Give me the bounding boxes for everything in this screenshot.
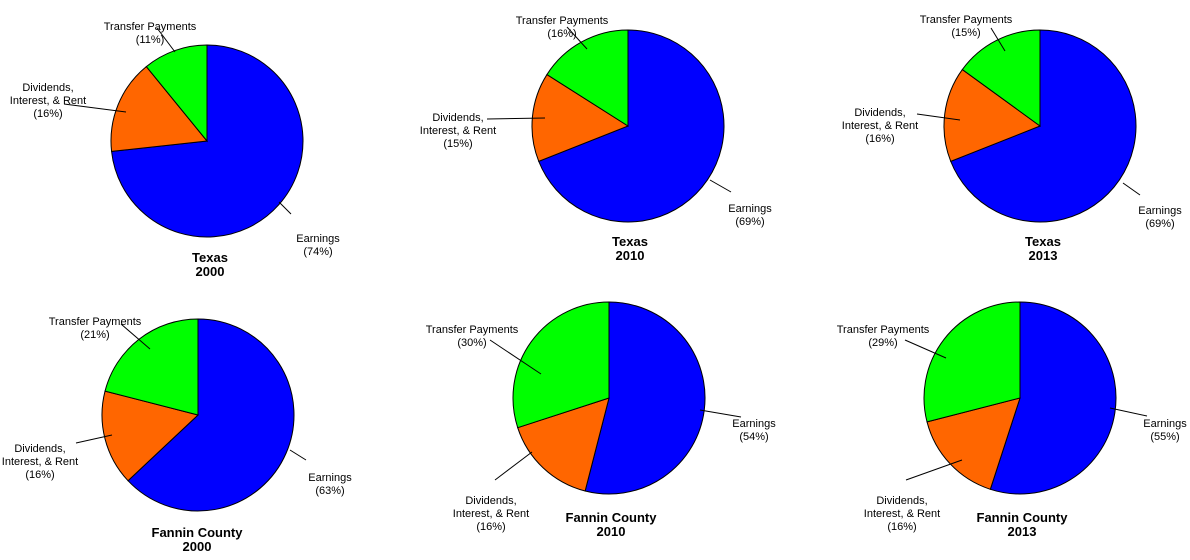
pie-slice-dividends — [531, 73, 630, 162]
chart-subtitle: 2010 — [597, 524, 626, 539]
leader-line — [699, 409, 742, 418]
leader-line — [120, 323, 151, 350]
slice-label: Earnings (69%) — [1138, 205, 1182, 230]
pie-slice-transfer-payments — [512, 301, 610, 429]
pie-slice-dividends — [943, 68, 1042, 162]
slice-label: Transfer Payments (15%) — [920, 14, 1013, 39]
slice-label: Earnings (69%) — [728, 203, 772, 228]
slice-label: Earnings (74%) — [296, 233, 340, 258]
leader-line — [905, 459, 963, 481]
chart-subtitle: 2010 — [616, 248, 645, 263]
slice-label: Dividends, Interest, & Rent (16%) — [10, 82, 86, 120]
leader-line — [709, 179, 732, 193]
leader-line — [1122, 182, 1141, 196]
slice-label: Earnings (55%) — [1143, 418, 1187, 443]
pie-slice-dividends — [110, 65, 208, 152]
pie-slice-dividends — [926, 397, 1021, 490]
chart-title: Texas — [192, 250, 228, 265]
chart-title: Texas — [1025, 234, 1061, 249]
pie-slice-transfer-payments — [145, 44, 208, 143]
leader-line — [1109, 407, 1148, 417]
slice-label: Transfer Payments (29%) — [837, 324, 930, 349]
leader-line — [289, 449, 307, 461]
chart-title: Fannin County — [566, 510, 658, 525]
chart-title: Texas — [612, 234, 648, 249]
pie-chart: Earnings (74%) Dividends, Interest, & Rent(… — [10, 21, 340, 279]
pie-slice-transfer-payments — [961, 29, 1041, 127]
leader-line — [486, 117, 546, 120]
chart-subtitle: 2000 — [183, 539, 212, 554]
slice-label: Dividends, Interest, & Rent (16%) — [2, 443, 78, 481]
slice-label: Transfer Payments (30%) — [426, 324, 519, 349]
slice-label: Dividends, Interest, & Rent (16%) — [842, 107, 918, 145]
chart-title: Fannin County — [152, 525, 244, 540]
pie-slice-dividends — [101, 390, 200, 482]
slice-label: Transfer Payments (16%) — [516, 15, 609, 40]
slice-label: Transfer Payments (11%) — [104, 21, 197, 46]
pie-slice-earnings — [584, 301, 706, 495]
chart-subtitle: 2013 — [1029, 248, 1058, 263]
chart-subtitle: 2000 — [196, 264, 225, 279]
pie-slice-earnings — [538, 29, 725, 223]
leader-line — [916, 113, 961, 121]
leader-line — [156, 27, 176, 53]
pie-chart: Earnings (54%) Dividends, Interest, & Rent(… — [426, 301, 776, 539]
slice-label: Earnings (54%) — [732, 418, 776, 443]
chart-subtitle: 2013 — [1008, 524, 1037, 539]
leader-line — [990, 27, 1006, 52]
slice-label: Earnings (63%) — [308, 472, 352, 497]
pie-slice-transfer-payments — [923, 301, 1021, 423]
pie-chart: Earnings (69%) Dividends, Interest, & Rent(… — [420, 15, 772, 263]
slice-label: Dividends, Interest, & Rent (15%) — [420, 112, 496, 150]
pie-chart: Earnings (55%) Dividends, Interest, & Rent(… — [837, 301, 1187, 539]
slice-label: Dividends, Interest, & Rent (16%) — [453, 495, 529, 533]
pie-slice-earnings — [950, 29, 1137, 223]
leader-line — [904, 339, 947, 359]
slice-label: Dividends, Interest, & Rent (16%) — [864, 495, 940, 533]
leader-line — [75, 434, 113, 444]
chart-title: Fannin County — [977, 510, 1069, 525]
pie-slice-earnings — [989, 301, 1117, 495]
pie-slice-transfer-payments — [546, 29, 629, 127]
pie-chart: Earnings (69%) Dividends, Interest, & Rent(… — [842, 14, 1182, 263]
leader-line — [278, 201, 292, 215]
pie-slice-earnings — [127, 318, 295, 512]
leader-line — [566, 26, 588, 50]
leader-line — [494, 451, 533, 481]
pie-chart: Earnings (63%) Dividends, Interest, & Rent(… — [2, 316, 352, 554]
leader-line — [489, 339, 542, 375]
leader-line — [63, 103, 127, 113]
pie-slice-dividends — [517, 397, 610, 492]
slice-label: Transfer Payments (21%) — [49, 316, 142, 341]
